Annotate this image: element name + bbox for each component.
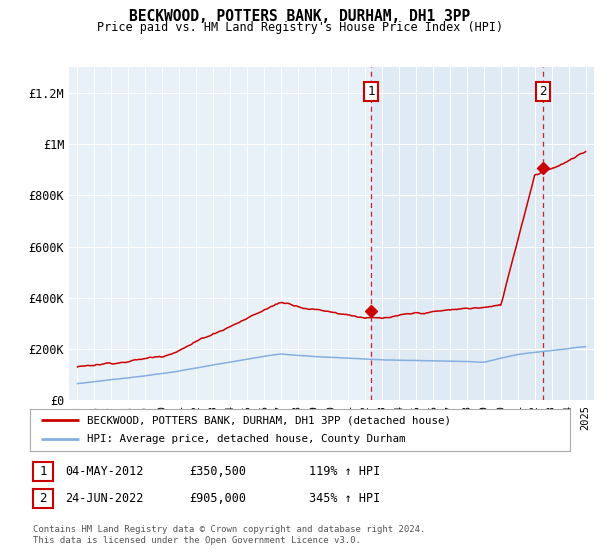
Text: £905,000: £905,000 xyxy=(189,492,246,505)
Text: Price paid vs. HM Land Registry's House Price Index (HPI): Price paid vs. HM Land Registry's House … xyxy=(97,21,503,34)
Text: BECKWOOD, POTTERS BANK, DURHAM, DH1 3PP: BECKWOOD, POTTERS BANK, DURHAM, DH1 3PP xyxy=(130,9,470,24)
Text: 2: 2 xyxy=(539,85,547,98)
Text: BECKWOOD, POTTERS BANK, DURHAM, DH1 3PP (detached house): BECKWOOD, POTTERS BANK, DURHAM, DH1 3PP … xyxy=(86,415,451,425)
Text: £350,500: £350,500 xyxy=(189,465,246,478)
Text: 119% ↑ HPI: 119% ↑ HPI xyxy=(309,465,380,478)
Text: 04-MAY-2012: 04-MAY-2012 xyxy=(65,465,143,478)
Text: 2: 2 xyxy=(39,492,47,505)
Text: 1: 1 xyxy=(39,465,47,478)
Text: 345% ↑ HPI: 345% ↑ HPI xyxy=(309,492,380,505)
Text: 1: 1 xyxy=(368,85,375,98)
Text: 24-JUN-2022: 24-JUN-2022 xyxy=(65,492,143,505)
Text: Contains HM Land Registry data © Crown copyright and database right 2024.
This d: Contains HM Land Registry data © Crown c… xyxy=(33,525,425,545)
Bar xyxy=(371,67,594,400)
Text: HPI: Average price, detached house, County Durham: HPI: Average price, detached house, Coun… xyxy=(86,435,405,445)
